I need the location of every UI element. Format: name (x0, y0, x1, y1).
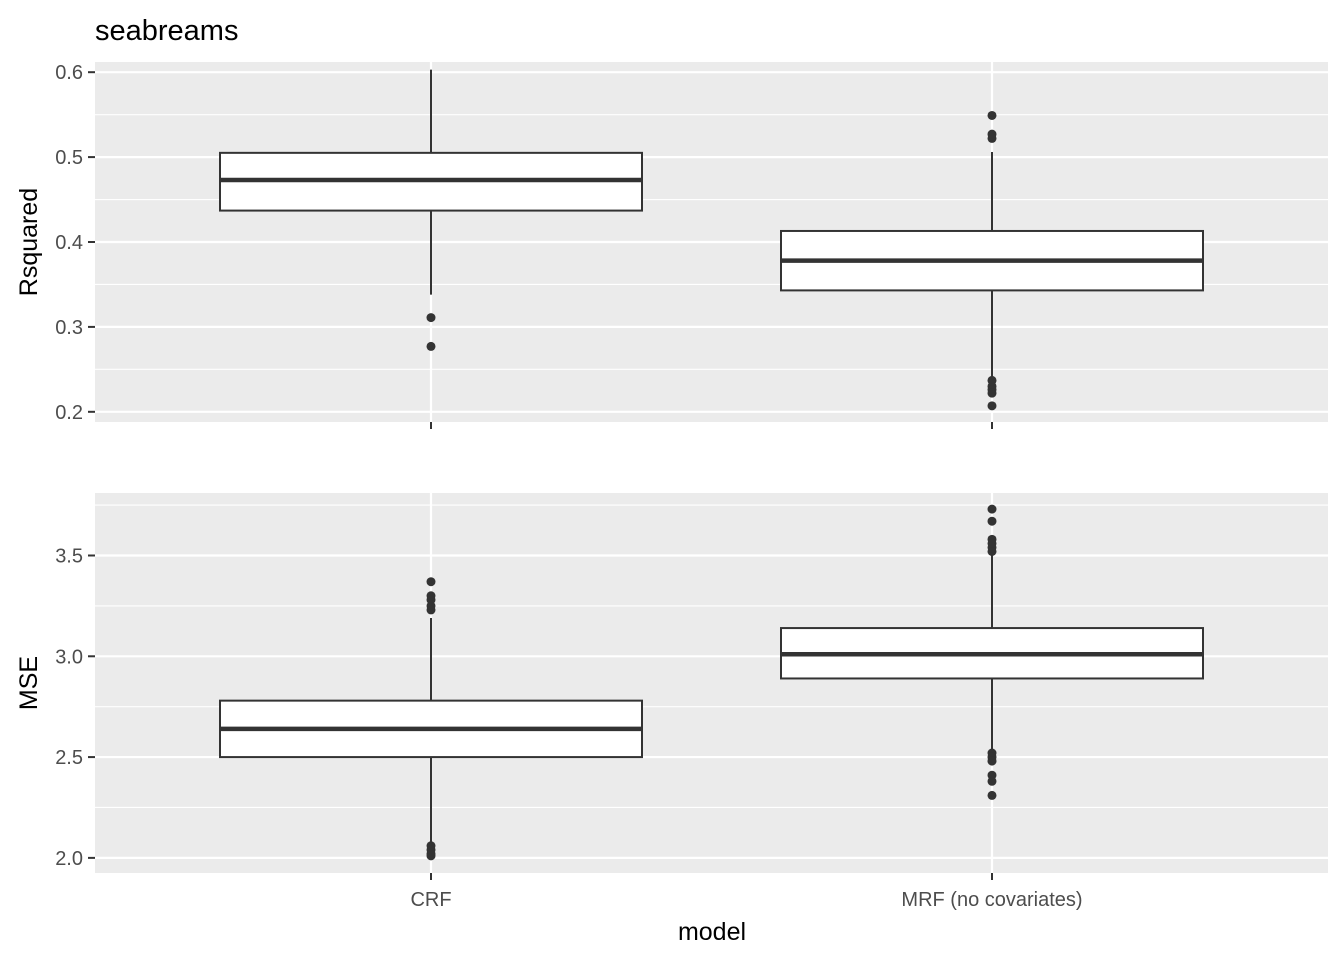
x-tick-label: CRF (410, 889, 451, 911)
y-tick-label: 2.0 (55, 848, 83, 870)
x-axis-labels: CRF MRF (no covariates) (410, 889, 1082, 911)
outlier-point (987, 546, 997, 556)
outlier-point (987, 133, 997, 143)
outlier-point (426, 577, 436, 587)
y-tick-label: 0.4 (55, 232, 83, 254)
y-tick-label: 3.5 (55, 545, 83, 567)
outlier-point (987, 790, 997, 800)
panel-mse: 2.0 2.5 3.0 3.5 MSE (15, 493, 1328, 880)
x-axis-title: model (678, 918, 746, 946)
outlier-point (426, 851, 436, 861)
outlier-point (987, 756, 997, 766)
outlier-point (426, 313, 436, 323)
y-axis-title: Rsquared (15, 188, 43, 296)
box-crf (219, 577, 643, 861)
panels: 0.2 0.3 0.4 0.5 0.6 Rsquared 2.0 2.5 3.0 3.5 MSE CR… (15, 62, 1328, 911)
panel-rsquared: 0.2 0.3 0.4 0.5 0.6 Rsquared (15, 62, 1328, 429)
box-mrf (780, 504, 1204, 800)
y-tick-label: 3.0 (55, 646, 83, 668)
outlier-point (987, 401, 997, 411)
outlier-point (426, 605, 436, 615)
panel-background (95, 493, 1328, 873)
outlier-point (987, 504, 997, 514)
outlier-point (987, 110, 997, 120)
y-tick-label: 0.2 (55, 402, 83, 424)
chart-title: seabreams (95, 15, 238, 47)
x-tick-label: MRF (no covariates) (901, 889, 1082, 911)
y-tick-label: 0.6 (55, 62, 83, 84)
outlier-point (987, 516, 997, 526)
outlier-point (426, 341, 436, 351)
y-tick-label: 0.3 (55, 317, 83, 339)
outlier-point (987, 388, 997, 398)
y-tick-label: 0.5 (55, 147, 83, 169)
outlier-point (987, 776, 997, 786)
y-tick-label: 2.5 (55, 747, 83, 769)
box-mrf (780, 110, 1204, 411)
y-axis-title: MSE (15, 656, 43, 710)
box-crf (219, 69, 643, 351)
